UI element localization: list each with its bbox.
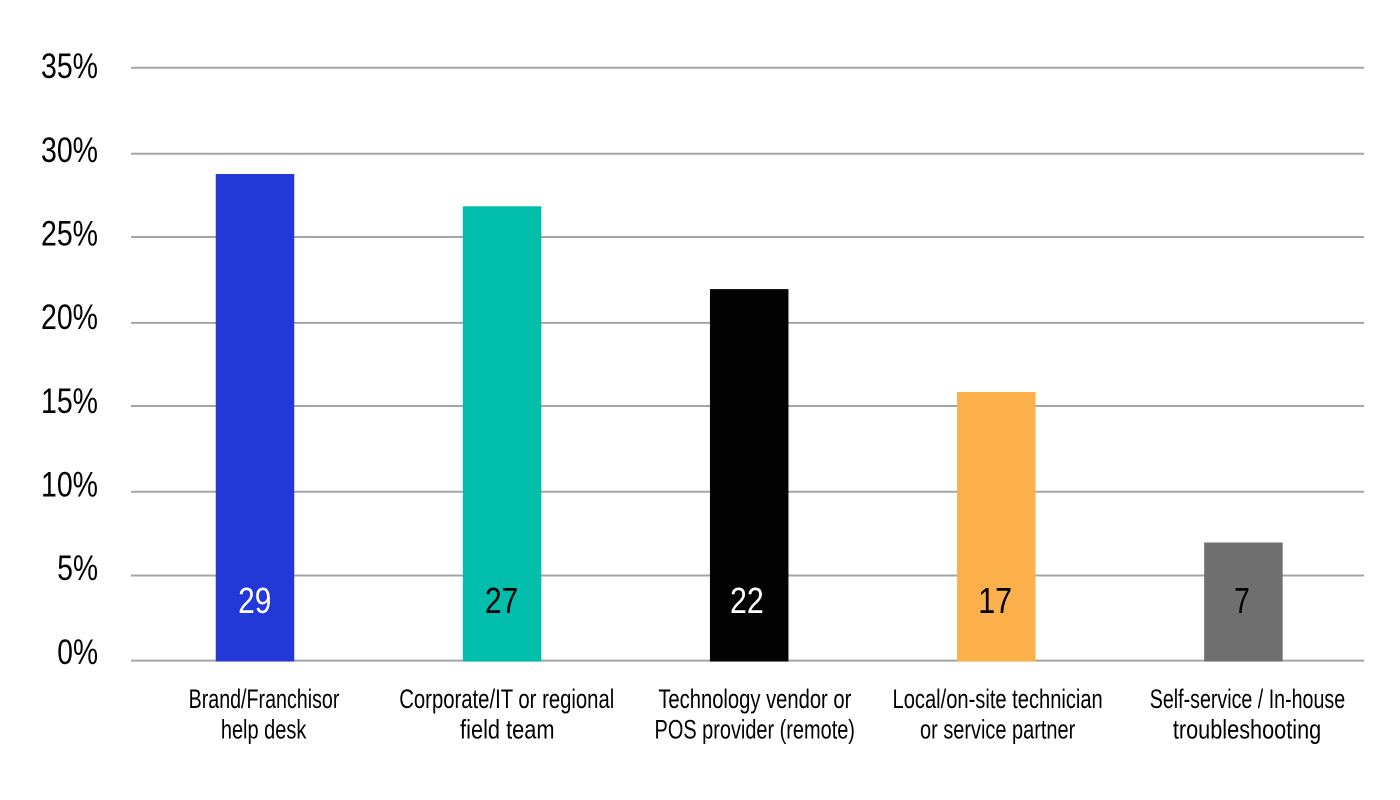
svg-text:35%: 35% xyxy=(41,47,98,86)
svg-text:Corporate/IT or regional: Corporate/IT or regional xyxy=(399,684,614,714)
svg-text:5%: 5% xyxy=(57,549,98,588)
svg-text:29: 29 xyxy=(238,580,271,621)
svg-text:Brand/Franchisor: Brand/Franchisor xyxy=(189,684,340,714)
svg-text:Local/on-site technician: Local/on-site technician xyxy=(893,684,1103,714)
svg-text:22: 22 xyxy=(730,580,764,621)
svg-text:help desk: help desk xyxy=(221,715,307,745)
svg-text:field team: field team xyxy=(460,715,555,745)
svg-text:20%: 20% xyxy=(41,298,98,337)
svg-text:10%: 10% xyxy=(41,466,98,505)
svg-text:or service partner: or service partner xyxy=(920,715,1075,745)
svg-text:Technology vendor or: Technology vendor or xyxy=(658,684,851,714)
svg-text:25%: 25% xyxy=(41,215,98,254)
svg-text:troubleshooting: troubleshooting xyxy=(1173,715,1321,745)
svg-text:30%: 30% xyxy=(41,131,98,170)
svg-text:7: 7 xyxy=(1234,580,1250,621)
svg-text:27: 27 xyxy=(485,580,518,621)
svg-text:17: 17 xyxy=(978,580,1012,621)
svg-text:15%: 15% xyxy=(41,382,98,421)
svg-text:Self-service / In-house: Self-service / In-house xyxy=(1150,684,1345,714)
svg-text:POS provider (remote): POS provider (remote) xyxy=(655,715,855,745)
svg-text:0%: 0% xyxy=(57,633,98,672)
